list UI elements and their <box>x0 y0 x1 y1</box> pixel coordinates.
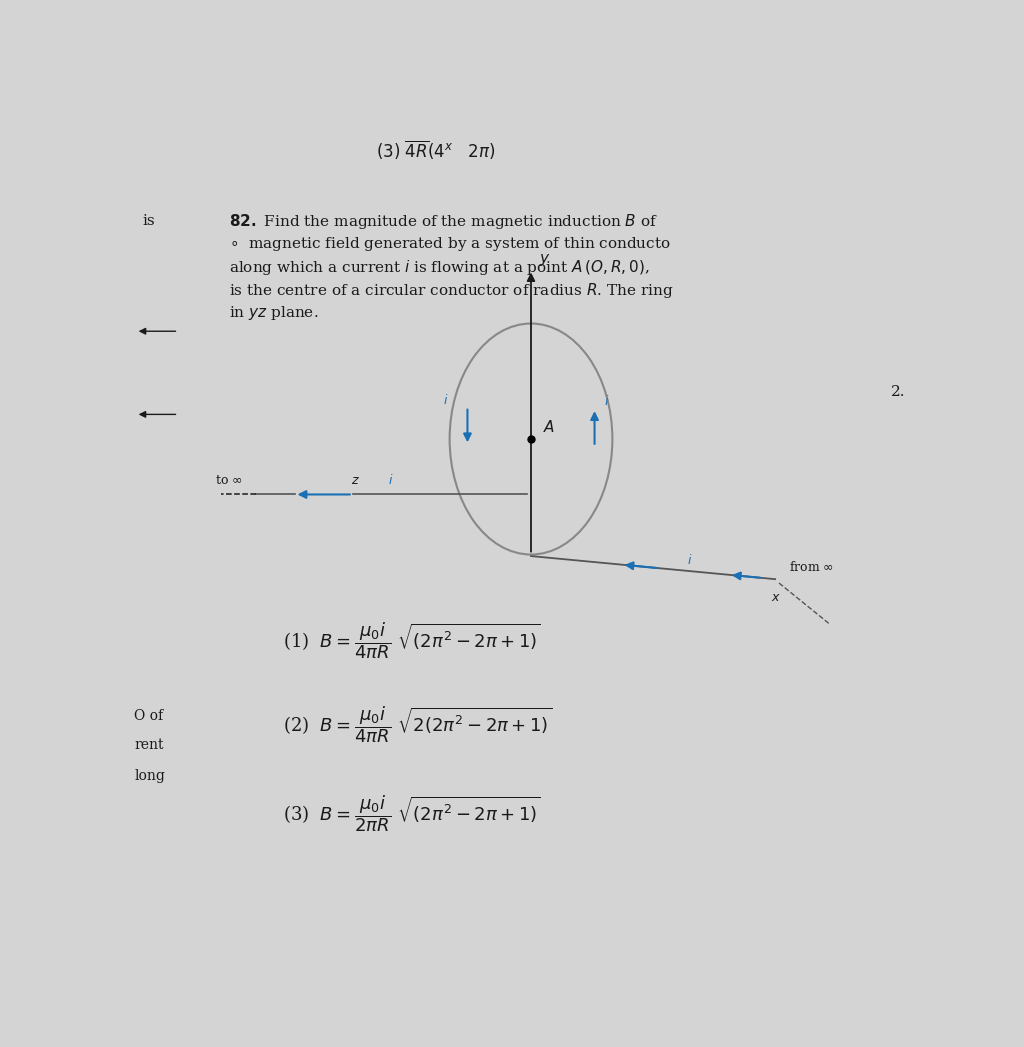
Text: (1)  $B = \dfrac{\mu_0 i}{4\pi R}\ \sqrt{\left(2\pi^2 - 2\pi + 1\right)}$: (1) $B = \dfrac{\mu_0 i}{4\pi R}\ \sqrt{… <box>283 620 541 661</box>
Text: (3)  $B = \dfrac{\mu_0 i}{2\pi R}\ \sqrt{\left(2\pi^2 - 2\pi + 1\right)}$: (3) $B = \dfrac{\mu_0 i}{2\pi R}\ \sqrt{… <box>283 794 541 833</box>
Text: in $yz$ plane.: in $yz$ plane. <box>228 305 318 322</box>
Text: $z$: $z$ <box>351 474 360 487</box>
Text: $\mathbf{82.}$ Find the magnitude of the magnetic induction $B$ of: $\mathbf{82.}$ Find the magnitude of the… <box>228 211 657 231</box>
Text: long: long <box>134 768 165 782</box>
Text: $i$: $i$ <box>442 393 449 406</box>
Text: (2)  $B = \dfrac{\mu_0 i}{4\pi R}\ \sqrt{2\left(2\pi^2 - 2\pi + 1\right)}$: (2) $B = \dfrac{\mu_0 i}{4\pi R}\ \sqrt{… <box>283 705 552 745</box>
Text: to $\infty$: to $\infty$ <box>215 474 243 487</box>
Text: $(3)\ \overline{4R}\left(4^x\quad 2\pi\right)$: $(3)\ \overline{4R}\left(4^x\quad 2\pi\r… <box>376 139 496 162</box>
Text: $x$: $x$ <box>771 591 781 604</box>
Text: rent: rent <box>134 738 164 752</box>
Text: is: is <box>142 215 155 228</box>
Text: $i$: $i$ <box>604 395 609 408</box>
Text: $i$: $i$ <box>687 554 692 567</box>
Text: $y$: $y$ <box>539 252 550 268</box>
Text: along which a current $i$ is flowing at a point $A\,(O,R,0)$,: along which a current $i$ is flowing at … <box>228 258 649 277</box>
Text: $\circ$  magnetic field generated by a system of thin conducto: $\circ$ magnetic field generated by a sy… <box>228 235 671 253</box>
Text: O of: O of <box>134 709 163 722</box>
Text: $i$: $i$ <box>388 473 393 487</box>
Text: 2.: 2. <box>891 385 906 399</box>
Text: $A$: $A$ <box>543 419 555 436</box>
Text: from $\infty$: from $\infty$ <box>790 560 835 575</box>
Text: is the centre of a circular conductor of radius $R$. The ring: is the centre of a circular conductor of… <box>228 282 674 300</box>
